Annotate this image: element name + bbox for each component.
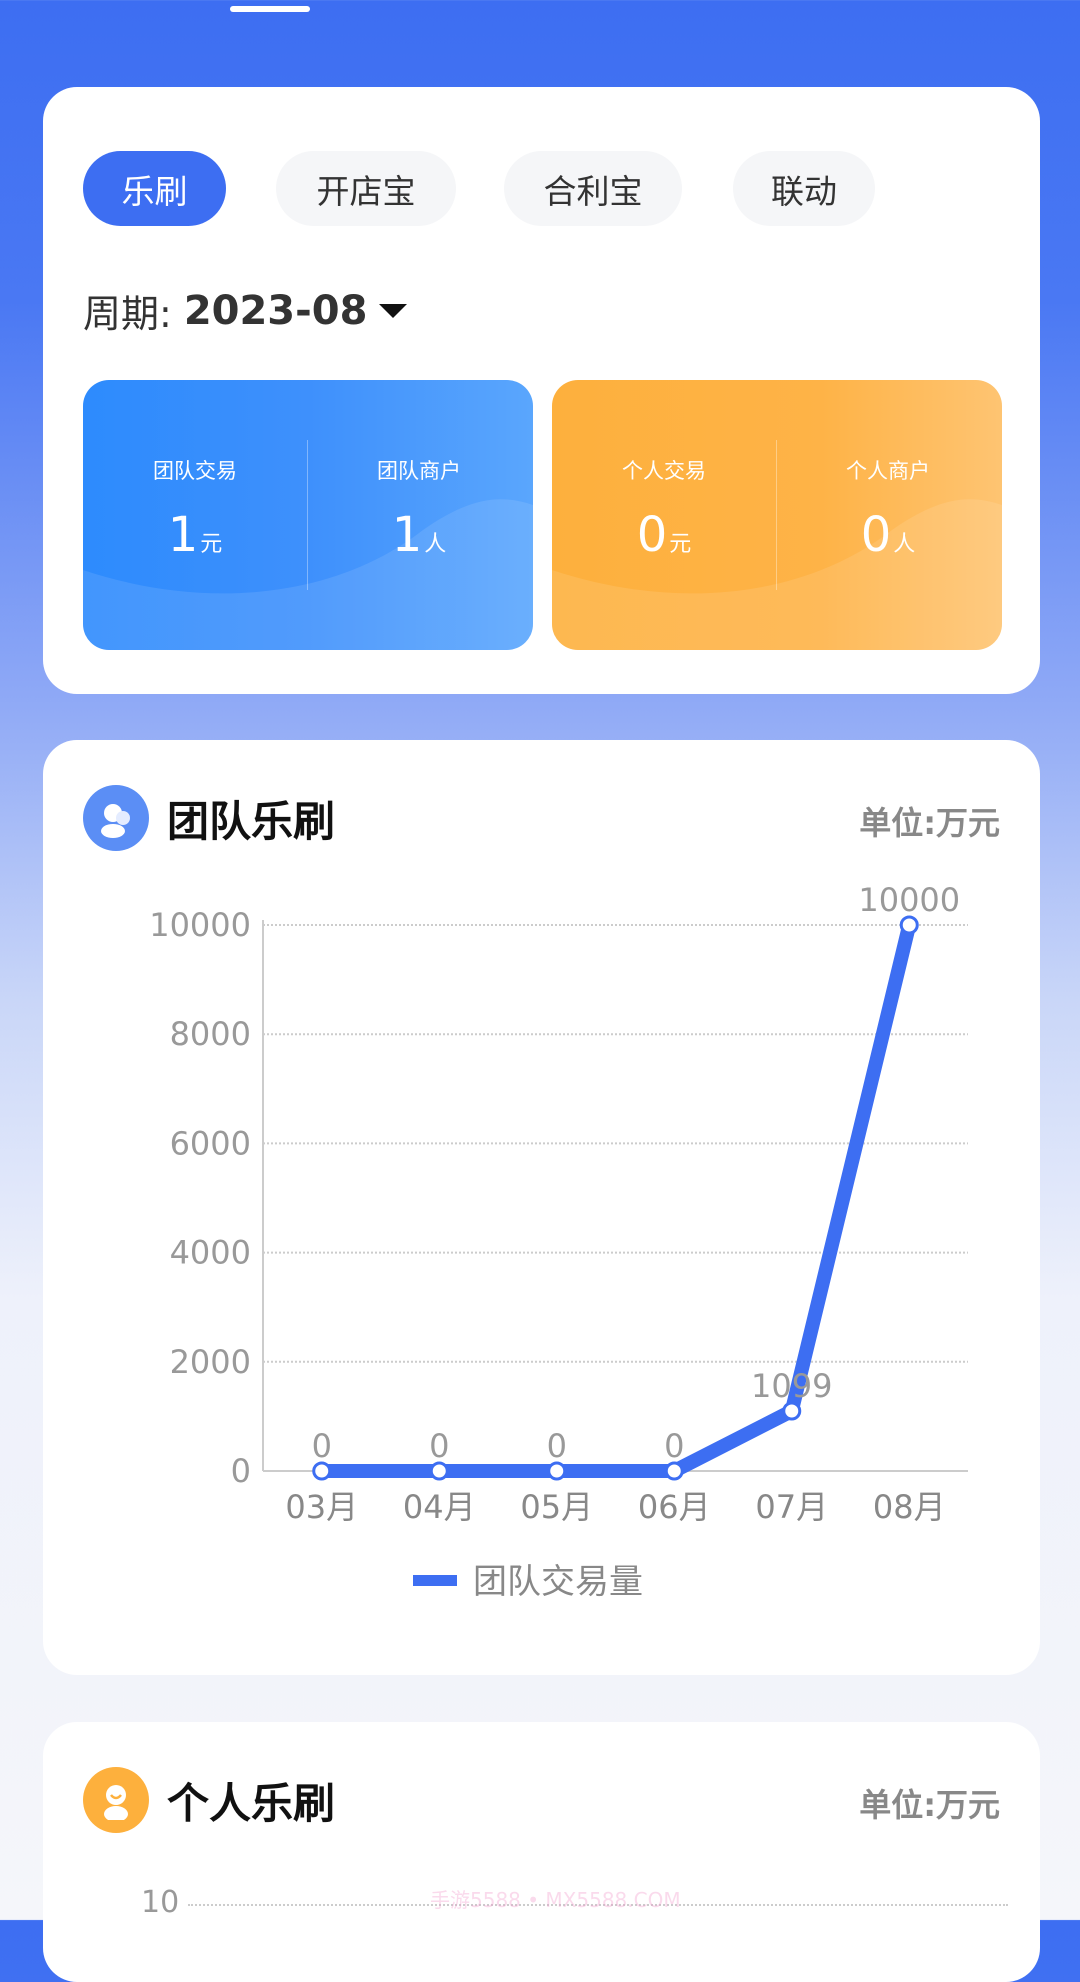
data-label: 1099 xyxy=(751,1367,832,1405)
period-value[interactable]: 2023-08 xyxy=(183,287,368,334)
stat-label: 团队交易 xyxy=(153,459,237,483)
data-point xyxy=(782,1401,802,1421)
personal-chart-card: 个人乐刷 单位:万元 10 xyxy=(43,1722,1040,1982)
personal-stats-card: 个人交易 0元 个人商户 0人 xyxy=(552,380,1002,650)
x-tick-label: 03月 xyxy=(285,1488,358,1526)
team-line-chart: 0 2000 4000 6000 8000 10000 03月 04月 05月 06月 07月 08月… xyxy=(149,881,968,1602)
personal-merchant-stat: 个人商户 0人 xyxy=(776,455,1000,563)
gridline xyxy=(188,1904,1008,1906)
tab-helibao[interactable]: 合利宝 xyxy=(504,151,682,226)
data-point xyxy=(429,1461,449,1481)
stat-label: 个人商户 xyxy=(846,459,930,483)
personal-icon xyxy=(83,1767,149,1833)
team-stats-card: 团队交易 1元 团队商户 1人 xyxy=(83,380,533,650)
stat-value: 0人 xyxy=(860,507,916,563)
x-tick-label: 07月 xyxy=(755,1488,828,1526)
legend-swatch xyxy=(413,1575,457,1586)
watermark: 手游5588 • MX5588.COM xyxy=(430,1888,681,1912)
top-tab-indicator xyxy=(230,6,310,12)
divider xyxy=(307,440,308,590)
period-label: 周期: xyxy=(83,292,172,336)
x-tick-label: 08月 xyxy=(873,1488,946,1526)
legend-label: 团队交易量 xyxy=(473,1562,643,1602)
personal-trade-stat: 个人交易 0元 xyxy=(552,455,776,563)
unit-label: 单位:万元 xyxy=(859,1786,1000,1824)
summary-card: 乐刷 开店宝 合利宝 联动 周期: 2023-08 团队交易 1元 团队商户 1… xyxy=(43,87,1040,694)
caret-down-icon[interactable] xyxy=(379,303,408,318)
y-tick-label: 8000 xyxy=(170,1015,251,1053)
section-title: 个人乐刷 xyxy=(167,1778,336,1828)
stat-value: 0元 xyxy=(636,507,692,563)
y-tick-label: 2000 xyxy=(170,1343,251,1381)
y-tick-label: 4000 xyxy=(170,1234,251,1272)
y-tick-label: 10 xyxy=(141,1885,180,1920)
x-tick-label: 04月 xyxy=(403,1488,476,1526)
team-trade-stat: 团队交易 1元 xyxy=(83,455,307,563)
wave-decoration xyxy=(552,499,1002,650)
wave-decoration xyxy=(83,499,533,650)
data-point xyxy=(899,915,919,935)
y-tick-label: 6000 xyxy=(170,1124,251,1162)
team-chart-card: 团队乐刷 单位:万元 0 2000 4000 6000 8000 10000 03月 04月 0… xyxy=(43,740,1040,1675)
data-label: 10000 xyxy=(858,881,960,919)
data-point xyxy=(312,1461,332,1481)
series-line xyxy=(321,923,917,1478)
section-title: 团队乐刷 xyxy=(167,796,336,846)
divider xyxy=(776,440,777,590)
stat-label: 团队商户 xyxy=(377,459,461,483)
stat-value: 1人 xyxy=(391,507,447,563)
x-tick-label: 06月 xyxy=(638,1488,711,1526)
tab-liandong[interactable]: 联动 xyxy=(733,151,875,226)
data-label: 0 xyxy=(664,1427,684,1465)
stat-value: 1元 xyxy=(167,507,223,563)
team-icon xyxy=(83,785,149,851)
data-label: 0 xyxy=(429,1427,449,1465)
x-tick-label: 05月 xyxy=(520,1488,593,1526)
unit-label: 单位:万元 xyxy=(859,804,1000,842)
y-tick-label: 0 xyxy=(231,1452,251,1490)
tab-kaidianbao[interactable]: 开店宝 xyxy=(276,151,456,226)
data-label: 0 xyxy=(312,1427,332,1465)
tab-leshua[interactable]: 乐刷 xyxy=(83,151,226,226)
data-point xyxy=(664,1461,684,1481)
stat-label: 个人交易 xyxy=(622,459,706,483)
data-point xyxy=(547,1461,567,1481)
y-tick-label: 10000 xyxy=(149,906,251,944)
team-merchant-stat: 团队商户 1人 xyxy=(307,455,531,563)
data-label: 0 xyxy=(547,1427,567,1465)
period-selector[interactable]: 周期: 2023-08 xyxy=(83,283,408,338)
